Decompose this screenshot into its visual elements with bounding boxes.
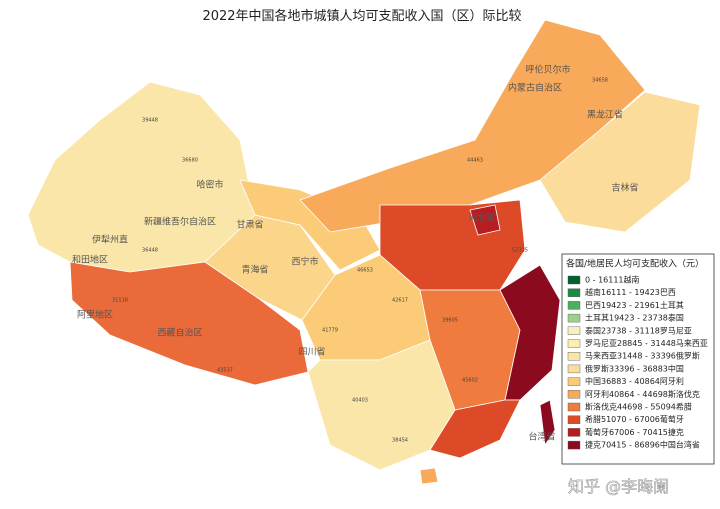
east-coast xyxy=(499,264,561,401)
legend-swatch xyxy=(567,301,581,310)
legend-label: 捷克70415 - 86896中国台湾省 xyxy=(585,440,700,450)
region-label: 吉林省 xyxy=(611,182,638,194)
legend-label: 俄罗斯33396 - 36883中国 xyxy=(585,363,684,373)
xinjiang xyxy=(27,81,256,273)
region-label: 黑龙江省 xyxy=(587,109,623,121)
region-value: 39605 xyxy=(442,318,458,324)
legend-swatch xyxy=(567,352,581,361)
legend-label: 泰国23738 - 31118罗马尼亚 xyxy=(585,325,692,335)
region-value: 45602 xyxy=(462,378,478,384)
south xyxy=(429,399,521,459)
region-value: 36448 xyxy=(142,248,158,254)
region-label: 台湾省 xyxy=(528,431,555,443)
region-label: 呼伦贝尔市 xyxy=(525,64,570,76)
region-label: 西藏自治区 xyxy=(157,327,202,339)
taiwan xyxy=(539,399,556,447)
region-label: 西宁市 xyxy=(291,256,318,268)
legend-label: 巴西19423 - 21961土耳其 xyxy=(585,300,684,310)
beijing xyxy=(469,204,501,236)
legend-label: 葡萄牙67006 - 70415捷克 xyxy=(585,427,684,437)
region-value: 31118 xyxy=(112,298,128,304)
legend-swatch xyxy=(567,326,581,335)
legend-swatch xyxy=(567,339,581,348)
legend-swatch xyxy=(567,377,581,386)
legend-label: 希腊51070 - 67006葡萄牙 xyxy=(585,414,684,424)
region-value: 41779 xyxy=(322,328,338,334)
legend-label: 马来西亚31448 - 33396俄罗斯 xyxy=(585,351,700,361)
map-title: 2022年中国各地市城镇人均可支配收入国（区）际比较 xyxy=(202,8,521,24)
region-value: 52315 xyxy=(512,248,528,254)
legend-title: 各国/地居民人均可支配收入（元） xyxy=(566,258,704,270)
region-value: 44463 xyxy=(467,158,483,164)
legend-swatch xyxy=(567,428,581,437)
region-value: 36680 xyxy=(182,158,198,164)
legend-label: 阿牙利40864 - 44698斯洛伐克 xyxy=(585,389,700,399)
region-value: 43537 xyxy=(217,368,233,374)
region-label: 哈密市 xyxy=(196,179,223,191)
region-label: 内蒙古自治区 xyxy=(508,82,562,94)
legend-label: 斯洛伐克44698 - 55094希腊 xyxy=(585,402,692,412)
region-label: 甘肃省 xyxy=(236,219,263,231)
region-value: 46653 xyxy=(357,268,373,274)
gansu xyxy=(239,179,381,271)
hainan xyxy=(419,467,439,485)
region-value: 39448 xyxy=(142,118,158,124)
legend-swatch xyxy=(567,313,581,323)
legend-swatch xyxy=(567,440,581,450)
legend-label: 土耳其19423 - 23738泰国 xyxy=(585,313,684,323)
legend-swatch xyxy=(567,288,581,297)
region-label: 阿里地区 xyxy=(77,309,113,321)
region-label: 河北省 xyxy=(468,212,495,224)
legend-label: 0 - 16111越南 xyxy=(585,275,640,285)
legend-swatch xyxy=(567,364,581,374)
region-value: 38454 xyxy=(392,438,408,444)
region-label: 四川省 xyxy=(298,346,325,358)
northeast xyxy=(539,91,701,233)
watermark: 知乎 @李晦阑 xyxy=(568,477,669,496)
map xyxy=(27,19,701,485)
legend-label: 越南16111 - 19423巴西 xyxy=(585,287,676,297)
region-label: 伊犁州直 xyxy=(92,234,128,246)
legend-swatch xyxy=(567,415,581,424)
legend-swatch xyxy=(567,402,581,412)
legend-box xyxy=(561,253,715,465)
legend-swatch xyxy=(567,390,581,399)
region-value: 40403 xyxy=(352,398,368,404)
region-value: 34658 xyxy=(592,78,608,84)
region-value: 42617 xyxy=(392,298,408,304)
legend-swatch xyxy=(567,275,581,285)
legend-label: 中国36883 - 40864阿牙利 xyxy=(585,376,684,386)
region-label: 和田地区 xyxy=(72,254,108,266)
legend-label: 罗马尼亚28845 - 31448马来西亚 xyxy=(585,339,708,348)
region-label: 青海省 xyxy=(241,264,268,276)
region-label: 新疆维吾尔自治区 xyxy=(144,216,216,228)
